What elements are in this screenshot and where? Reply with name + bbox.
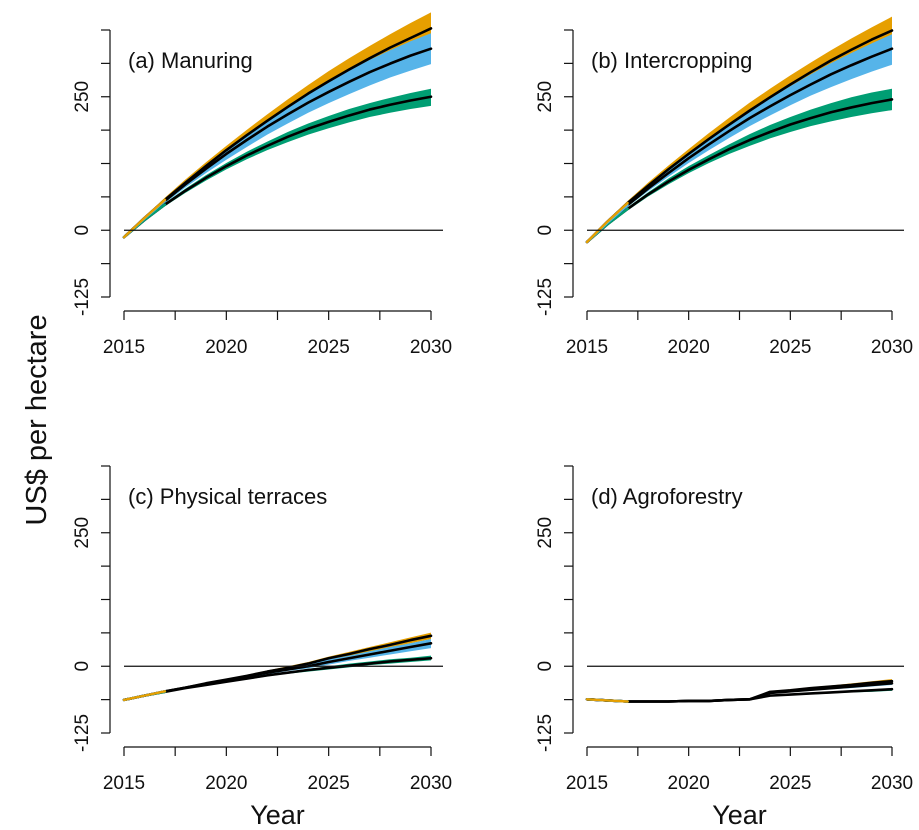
- x-tick-label: 2030: [410, 337, 452, 358]
- x-tick-label: 2015: [566, 337, 608, 358]
- band-orange: [587, 679, 892, 702]
- y-tick-label: 250: [535, 517, 556, 549]
- y-tick-label: -125: [72, 278, 93, 316]
- uncertainty-bands: [587, 679, 892, 702]
- x-axis-label: Year: [712, 800, 767, 830]
- y-ticks: -125 0 250: [72, 465, 110, 752]
- x-ticks: 2015 2020 2025 2030: [103, 747, 452, 794]
- panel-title: (d) Agroforestry: [591, 484, 743, 509]
- y-ticks: -125 0 250: [535, 465, 573, 752]
- y-ticks: -125 0 250: [535, 29, 573, 316]
- panel-title: (b) Intercropping: [591, 48, 752, 73]
- x-tick-label: 2030: [410, 773, 452, 794]
- start-segment-orange: [122, 690, 167, 702]
- chart-panel-c: -125 0 250 2015 2020 2025 2030 (c) Physical t…: [72, 465, 452, 830]
- x-ticks: 2015 2020 2025 2030: [103, 311, 452, 358]
- mean-line-orange: [585, 29, 894, 244]
- mean-lines: [122, 27, 433, 239]
- x-tick-label: 2020: [668, 337, 710, 358]
- chart-panel-a: -125 0 250 2015 2020 2025 2030 (a) Manuring: [72, 12, 452, 358]
- x-tick-label: 2030: [871, 773, 913, 794]
- mean-lines: [122, 634, 433, 702]
- mean-line-green: [585, 98, 894, 244]
- x-axis-label: Year: [250, 800, 305, 830]
- x-tick-label: 2020: [205, 773, 247, 794]
- x-tick-label: 2025: [308, 773, 350, 794]
- mean-line-blue: [585, 47, 894, 244]
- x-tick-label: 2015: [103, 337, 145, 358]
- x-tick-label: 2015: [103, 773, 145, 794]
- mean-line-green: [122, 95, 433, 239]
- mean-line-green: [122, 656, 433, 702]
- band-blue: [587, 34, 892, 242]
- start-segment-orange: [585, 201, 629, 244]
- y-tick-label: -125: [535, 714, 556, 752]
- y-axis-label: US$ per hectare: [21, 314, 53, 525]
- panel-title: (c) Physical terraces: [128, 484, 327, 509]
- start-segment-orange: [585, 698, 629, 703]
- y-tick-label: -125: [535, 278, 556, 316]
- chart-panel-d: -125 0 250 2015 2020 2025 2030 (d) Agroforest…: [535, 465, 913, 830]
- y-tick-label: 250: [72, 517, 93, 549]
- y-tick-label: 250: [535, 81, 556, 113]
- band-blue: [124, 33, 431, 238]
- mean-line-green: [585, 687, 894, 703]
- chart-panel-b: -125 0 250 2015 2020 2025 2030 (b) Intercropp…: [535, 16, 913, 358]
- start-segment-orange: [122, 198, 167, 239]
- y-tick-label: 250: [72, 81, 93, 113]
- x-tick-label: 2020: [205, 337, 247, 358]
- y-ticks: -125 0 250: [72, 29, 110, 316]
- y-tick-label: 0: [72, 225, 93, 236]
- mean-lines: [585, 29, 894, 244]
- y-tick-label: 0: [535, 661, 556, 672]
- y-tick-label: 0: [535, 225, 556, 236]
- x-tick-label: 2030: [871, 337, 913, 358]
- x-tick-label: 2025: [769, 773, 811, 794]
- x-tick-label: 2025: [308, 337, 350, 358]
- y-tick-label: 0: [72, 661, 93, 672]
- y-tick-label: -125: [72, 714, 93, 752]
- uncertainty-bands: [124, 12, 431, 238]
- x-ticks: 2015 2020 2025 2030: [566, 311, 913, 358]
- panel-title: (a) Manuring: [128, 48, 253, 73]
- x-tick-label: 2020: [668, 773, 710, 794]
- x-tick-label: 2025: [769, 337, 811, 358]
- mean-line-blue: [122, 47, 433, 239]
- mean-lines: [585, 679, 894, 703]
- x-tick-label: 2015: [566, 773, 608, 794]
- x-ticks: 2015 2020 2025 2030: [566, 747, 913, 794]
